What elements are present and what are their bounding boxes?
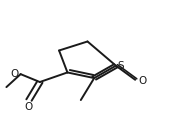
Text: O: O	[11, 68, 19, 78]
Text: S: S	[117, 60, 124, 70]
Text: O: O	[25, 101, 33, 111]
Text: O: O	[138, 75, 146, 85]
